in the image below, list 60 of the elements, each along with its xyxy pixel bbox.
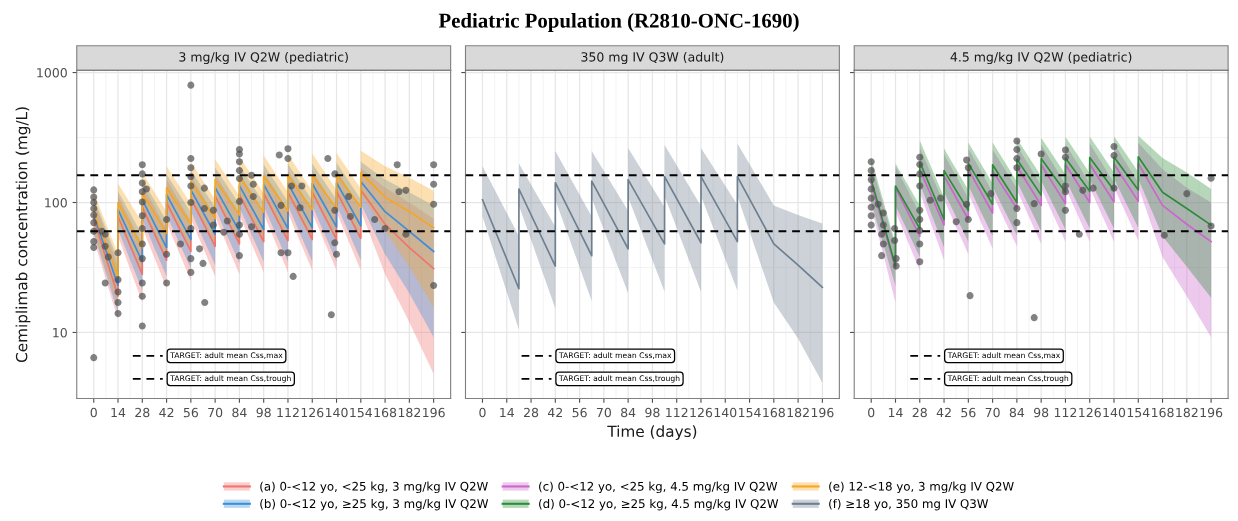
x-tick-label: 196 bbox=[423, 407, 445, 418]
x-tick-label: 98 bbox=[645, 407, 660, 418]
x-tick-label: 140 bbox=[1103, 407, 1126, 418]
chart-title: 3 mg/kg IV Q2W (pediatric) bbox=[179, 51, 348, 65]
x-tick-label: 0 bbox=[479, 407, 486, 418]
x-tick-label: 28 bbox=[135, 407, 150, 418]
x-tick-label: 126 bbox=[1079, 407, 1101, 418]
x-tick-label: 112 bbox=[1054, 407, 1077, 418]
x-tick-label: 140 bbox=[714, 407, 737, 418]
x-tick-label: 140 bbox=[325, 407, 348, 418]
x-axis-title: Time (days) bbox=[607, 425, 697, 441]
x-tick-label: 84 bbox=[232, 407, 247, 418]
x-tick-label: 42 bbox=[159, 407, 174, 418]
x-tick-label: 70 bbox=[208, 407, 223, 418]
x-tick-label: 84 bbox=[621, 407, 636, 418]
x-tick-label: 182 bbox=[1176, 407, 1198, 418]
legend-label: (c) 0-<12 yo, <25 kg, 4.5 mg/kg IV Q2W bbox=[539, 481, 778, 494]
x-tick-label: 56 bbox=[961, 407, 976, 418]
legend-label: (e) 12-<18 yo, 3 mg/kg IV Q2W bbox=[829, 481, 1014, 494]
x-tick-label: 14 bbox=[888, 407, 903, 418]
x-tick-label: 168 bbox=[1151, 407, 1174, 418]
x-tick-label: 196 bbox=[811, 407, 834, 418]
x-tick-label: 14 bbox=[111, 407, 126, 418]
x-tick-label: 98 bbox=[256, 407, 271, 418]
x-tick-label: 56 bbox=[572, 407, 587, 418]
x-tick-label: 0 bbox=[868, 407, 875, 418]
x-tick-label: 154 bbox=[350, 407, 373, 418]
x-tick-label: 28 bbox=[524, 407, 539, 418]
legend-label: (d) 0-<12 yo, ≥25 kg, 4.5 mg/kg IV Q2W bbox=[539, 498, 779, 511]
chart-title: 350 mg IV Q3W (adult) bbox=[581, 51, 724, 65]
x-tick-label: 126 bbox=[301, 407, 324, 418]
legend-label: (f) ≥18 yo, 350 mg IV Q3W bbox=[829, 498, 989, 511]
legend-label: (b) 0-<12 yo, ≥25 kg, 3 mg/kg IV Q2W bbox=[260, 498, 489, 511]
x-tick-label: 182 bbox=[398, 407, 421, 418]
legend-label: (a) 0-<12 yo, <25 kg, 3 mg/kg IV Q2W bbox=[260, 481, 488, 494]
text: Pediatric Population (R2810-ONC-1690) bbox=[438, 13, 799, 32]
x-tick-label: 42 bbox=[936, 407, 951, 418]
x-tick-label: 84 bbox=[1009, 407, 1025, 418]
x-tick-label: 112 bbox=[277, 407, 299, 418]
y-tick-label: 10 bbox=[53, 327, 67, 338]
x-tick-label: 14 bbox=[500, 407, 515, 418]
x-tick-label: 0 bbox=[90, 407, 97, 418]
x-tick-label: 112 bbox=[666, 407, 688, 418]
x-tick-label: 168 bbox=[374, 407, 397, 418]
x-tick-label: 70 bbox=[596, 407, 611, 418]
x-tick-label: 154 bbox=[1127, 407, 1150, 418]
y-axis-title: Cemiplimab concentration (mg/L) bbox=[15, 107, 31, 363]
y-tick-label: 1000 bbox=[37, 68, 67, 78]
x-tick-label: 98 bbox=[1033, 407, 1049, 418]
x-tick-label: 42 bbox=[547, 407, 563, 418]
x-tick-label: 182 bbox=[787, 407, 809, 418]
x-tick-label: 126 bbox=[690, 407, 713, 418]
x-tick-label: 154 bbox=[738, 407, 761, 418]
x-tick-label: 70 bbox=[985, 407, 1000, 418]
chart-title: 4.5 mg/kg IV Q2W (pediatric) bbox=[950, 51, 1132, 65]
x-tick-label: 28 bbox=[912, 407, 927, 418]
x-tick-label: 56 bbox=[183, 407, 199, 418]
x-tick-label: 196 bbox=[1200, 407, 1223, 418]
x-tick-label: 168 bbox=[763, 407, 785, 418]
y-tick-label: 100 bbox=[45, 197, 67, 208]
